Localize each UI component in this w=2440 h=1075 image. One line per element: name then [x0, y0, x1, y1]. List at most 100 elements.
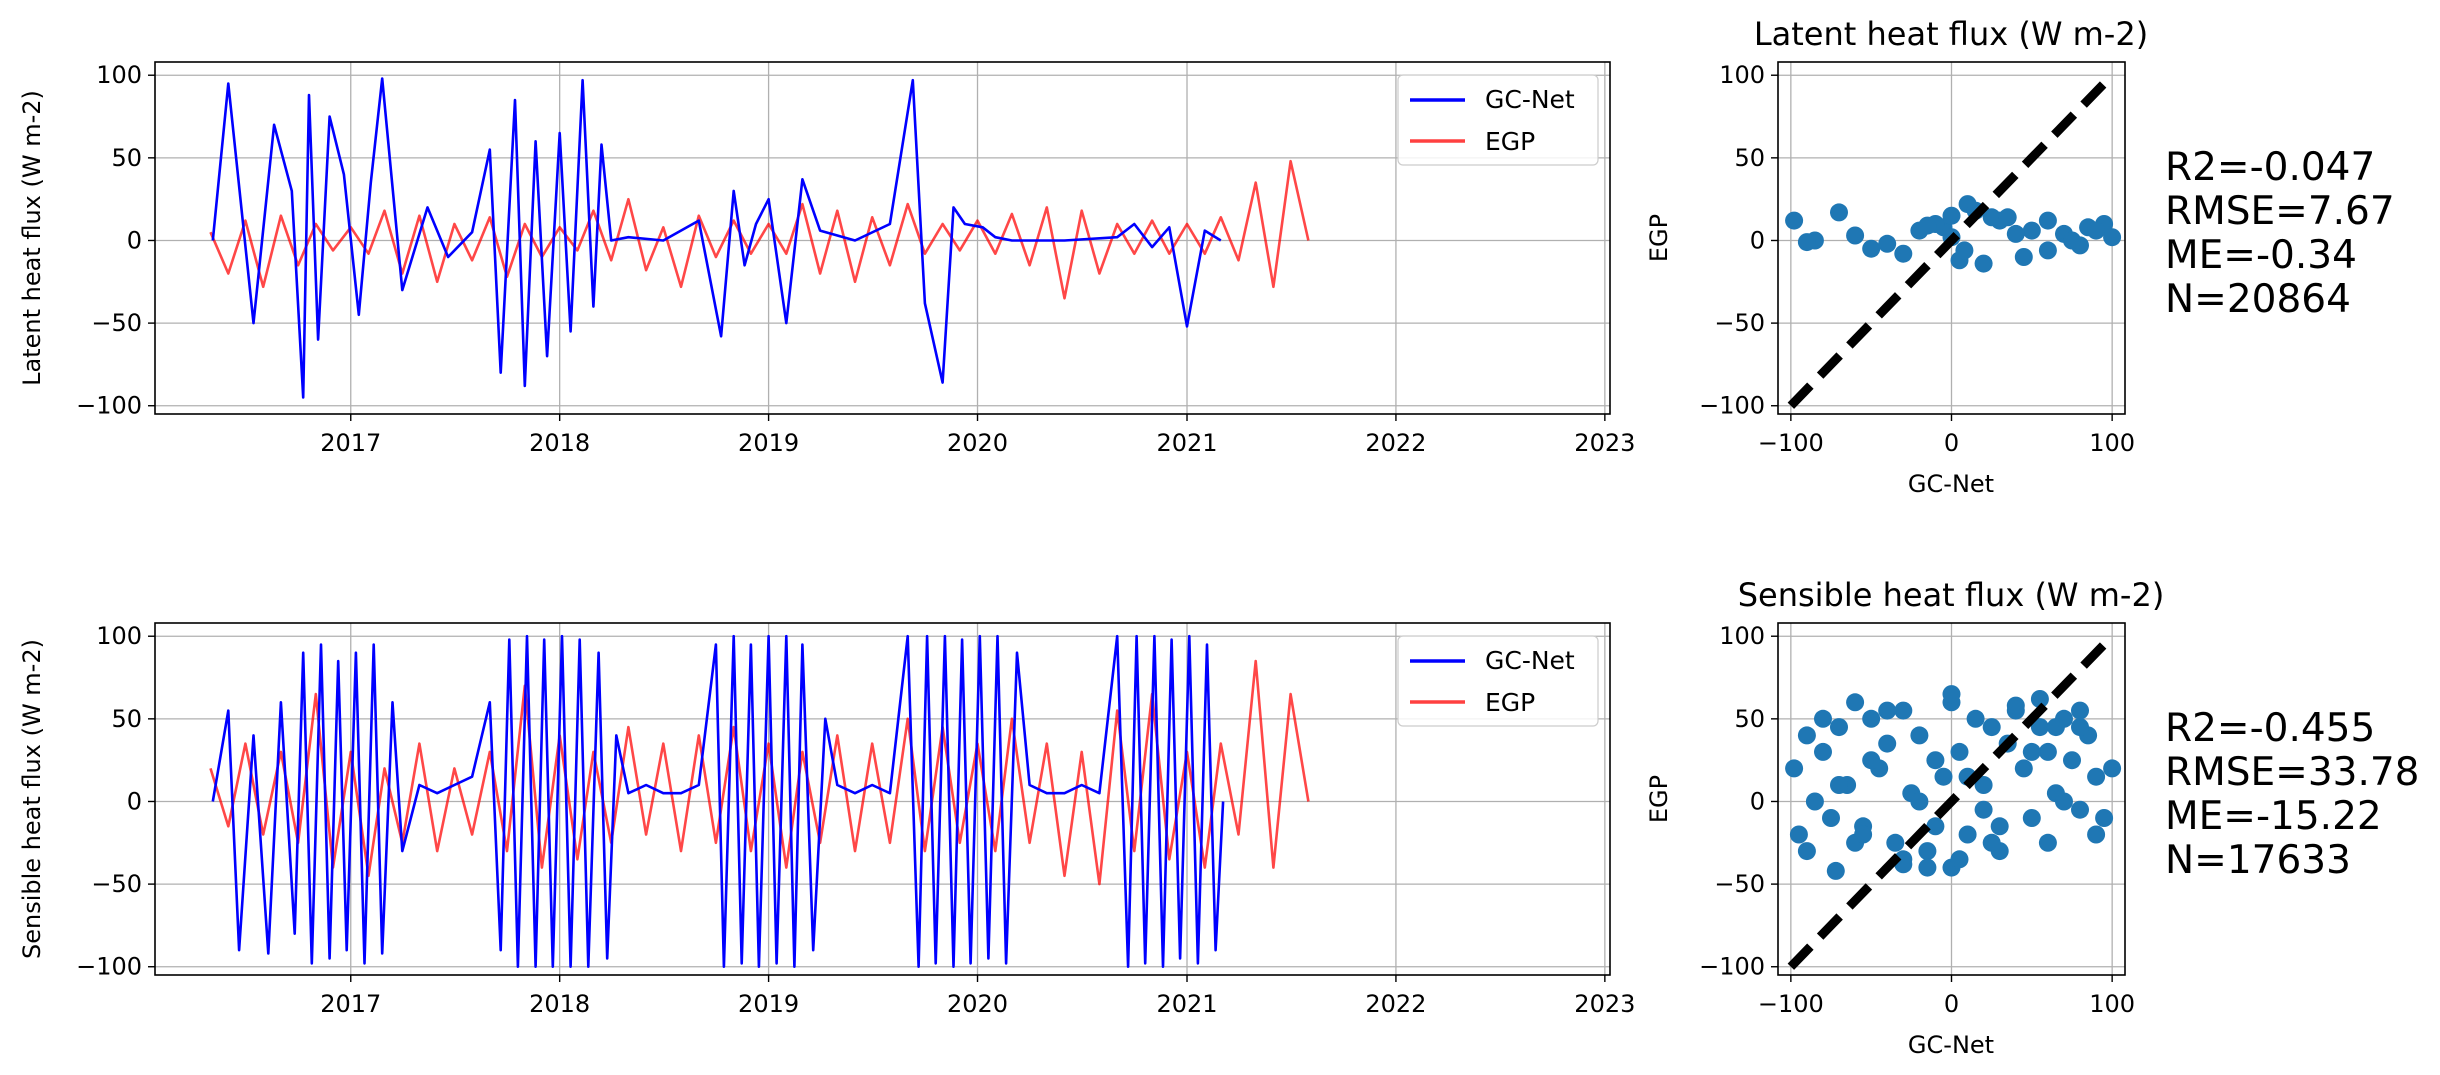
scatter-point [2055, 792, 2073, 811]
egp-series-line [209, 159, 1310, 300]
scatter-point [1789, 825, 1808, 844]
stats-rmse: RMSE=7.67 [2165, 189, 2395, 234]
stats-r2: R2=-0.047 [2165, 145, 2375, 190]
stats-block: R2=-0.455 RMSE=33.78 ME=-15.22 N=17633 [2165, 706, 2419, 883]
y-tick-label: 0 [127, 787, 142, 815]
scatter-point [1934, 767, 1953, 786]
scatter-point [1926, 751, 1945, 770]
stats-r2: R2=-0.455 [2165, 706, 2375, 751]
stats-rmse: RMSE=33.78 [2165, 750, 2419, 795]
y-tick-label: 50 [111, 705, 142, 733]
axes-frame [154, 622, 1611, 976]
scatter-point [1926, 817, 1945, 836]
scatter-point [1785, 211, 1804, 230]
x-tick-label: 2021 [1156, 990, 1217, 1018]
sensible-scatter-panel: −100 0 100 100 50 0 −50 −100 Sensible heat flux… [1645, 576, 2419, 1059]
scatter-point [2022, 742, 2041, 761]
scatter-point [1846, 226, 1865, 245]
x-tick-label: 2018 [529, 990, 590, 1018]
scatter-point [2103, 228, 2122, 247]
y-tick-label: 50 [1734, 705, 1765, 733]
ticks: −100 0 100 100 50 0 −50 −100 [1699, 61, 2135, 457]
gcnet-series-line [211, 77, 1222, 399]
scatter-point [2022, 221, 2041, 240]
y-tick-label: 100 [96, 61, 142, 89]
scatter-point [2006, 224, 2025, 243]
stats-block: R2=-0.047 RMSE=7.67 ME=-0.34 N=20864 [2165, 145, 2395, 322]
scatter-point [2014, 248, 2033, 266]
sensible-timeseries-panel: 2017 2018 2019 2020 2021 2022 2023 100 50 0 −50 −10… [18, 622, 1635, 1018]
scatter-point [1894, 244, 1913, 263]
gcnet-series-line [211, 634, 1225, 969]
scatter-point [2103, 759, 2122, 778]
scatter-title: Sensible heat flux (W m-2) [1738, 576, 2165, 614]
egp-series-line [209, 659, 1310, 886]
y-tick-label: 100 [1719, 622, 1765, 650]
x-tick-label: 100 [2089, 429, 2135, 457]
scatter-point [1797, 842, 1816, 861]
scatter-point [1958, 825, 1977, 844]
scatter-point [2038, 833, 2057, 852]
scatter-point [1878, 701, 1897, 720]
ticks: −100 0 100 100 50 0 −50 −100 [1699, 622, 2135, 1018]
scatter-point [1862, 751, 1881, 770]
one-to-one-line [1787, 72, 2116, 409]
scatter-point [2063, 751, 2081, 770]
scatter-point [2087, 825, 2106, 844]
scatter-point [1955, 241, 1974, 260]
scatter-point [1982, 833, 2001, 852]
x-tick-label: 100 [2089, 990, 2135, 1018]
y-tick-label: 50 [111, 144, 142, 172]
scatter-point [2006, 696, 2025, 715]
scatter-point [1918, 858, 1937, 877]
scatter-point [2038, 211, 2057, 230]
scatter-point [1878, 234, 1897, 253]
scatter-point [2038, 241, 2057, 260]
series-lines [209, 634, 1310, 969]
scatter-point [1854, 825, 1873, 844]
scatter-point [1814, 709, 1832, 728]
legend-egp-label: EGP [1485, 127, 1535, 156]
scatter-point [1878, 734, 1897, 753]
scatter-point [1822, 809, 1840, 827]
scatter-point [1846, 693, 1865, 712]
y-tick-label: −100 [1699, 953, 1765, 981]
scatter-point [2087, 767, 2106, 786]
y-tick-label: −100 [1699, 392, 1765, 420]
scatter-point [1982, 208, 2001, 227]
x-tick-label: 2023 [1574, 990, 1635, 1018]
y-axis-label: EGP [1645, 775, 1673, 823]
scatter-point [1830, 203, 1848, 222]
scatter-point [1797, 726, 1816, 745]
x-tick-label: 2022 [1365, 429, 1426, 457]
x-tick-label: −100 [1758, 990, 1824, 1018]
scatter-point [1830, 776, 1848, 794]
scatter-point [2063, 231, 2081, 250]
x-tick-label: 2017 [320, 429, 381, 457]
scatter-point [1805, 792, 1824, 811]
scatter-point [1830, 718, 1848, 737]
y-tick-label: −50 [1714, 309, 1765, 337]
identity-line [1787, 72, 2116, 409]
legend-egp-label: EGP [1485, 688, 1535, 717]
scatter-point [1982, 718, 2001, 737]
latent-timeseries-panel: 2017 2018 2019 2020 2021 2022 2023 100 50 0 −50 −10… [18, 61, 1635, 457]
scatter-points [1785, 195, 2122, 273]
stats-n: N=20864 [2165, 277, 2351, 322]
scatter-point [2071, 718, 2089, 737]
x-tick-label: 2022 [1365, 990, 1426, 1018]
y-tick-label: 100 [96, 622, 142, 650]
stats-n: N=17633 [2165, 838, 2351, 883]
scatter-point [1990, 817, 2009, 836]
x-tick-label: 0 [1944, 429, 1959, 457]
x-tick-label: 2019 [738, 990, 799, 1018]
grid [155, 62, 1610, 414]
scatter-point [1862, 709, 1881, 728]
scatter-point [1862, 239, 1881, 258]
x-tick-label: 2018 [529, 429, 590, 457]
x-tick-label: 0 [1944, 990, 1959, 1018]
scatter-point [2030, 718, 2049, 737]
x-axis-label: GC-Net [1908, 1031, 1994, 1059]
scatter-point [1974, 800, 1993, 819]
